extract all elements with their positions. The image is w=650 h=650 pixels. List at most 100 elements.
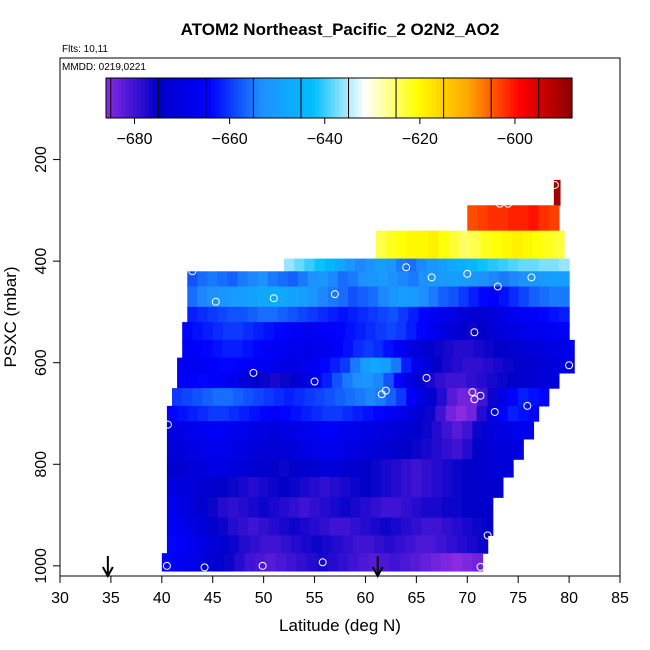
heatmap-cell — [380, 497, 392, 519]
heatmap-cell — [270, 405, 282, 422]
heatmap-cell — [297, 306, 309, 323]
heatmap-cell — [207, 357, 219, 374]
y-tick-label: 800 — [33, 451, 50, 478]
heatmap-cell — [452, 438, 463, 460]
heatmap-cell — [517, 405, 529, 422]
heatmap-cell — [378, 306, 389, 323]
heatmap-cell — [435, 535, 447, 554]
colorbar-segment — [405, 78, 410, 118]
heatmap-cell — [268, 459, 280, 478]
y-tick-label: 1000 — [33, 548, 50, 584]
heatmap-cell — [548, 372, 560, 389]
heatmap-cell — [353, 339, 364, 359]
heatmap-cell — [498, 271, 510, 288]
heatmap-cell — [207, 271, 219, 288]
heatmap-cell — [408, 286, 419, 308]
heatmap-cell — [309, 517, 321, 536]
heatmap-cell — [413, 339, 425, 359]
heatmap-cell — [370, 517, 382, 536]
heatmap-cell — [360, 476, 372, 498]
heatmap-cell — [511, 230, 523, 260]
heatmap-cell — [528, 322, 540, 341]
heatmap-cell — [421, 421, 433, 440]
heatmap-cell — [252, 339, 264, 359]
heatmap-cell — [528, 388, 540, 407]
heatmap-cell — [518, 205, 529, 232]
y-axis-title: PSXC (mbar) — [1, 266, 20, 367]
heatmap-cell — [544, 339, 555, 359]
heatmap-cell — [533, 339, 545, 359]
heatmap-cell — [321, 405, 333, 422]
heatmap-cell — [466, 535, 478, 554]
heatmap-cell — [253, 388, 265, 407]
sample-marker — [470, 395, 479, 404]
heatmap-cell — [237, 306, 249, 323]
heatmap-cell — [370, 497, 382, 519]
heatmap-cell — [538, 388, 550, 407]
heatmap-cell — [438, 230, 450, 260]
colorbar-segment — [137, 78, 142, 118]
heatmap-cell — [166, 476, 178, 498]
heatmap-cell — [370, 357, 382, 374]
colorbar-segment — [420, 78, 426, 118]
sample-marker — [476, 391, 485, 400]
heatmap-cell — [396, 388, 407, 407]
heatmap-cell — [278, 476, 290, 498]
heatmap-cell — [268, 497, 280, 519]
heatmap-cell — [410, 553, 422, 572]
heatmap-cell — [507, 405, 519, 422]
heatmap-cell — [390, 497, 402, 519]
heatmap-cell — [228, 421, 239, 440]
heatmap-cell — [248, 517, 260, 536]
chart-title: ATOM2 Northeast_Pacific_2 O2N2_AO2 — [181, 20, 500, 39]
heatmap-cell — [502, 357, 514, 374]
heatmap-cell — [207, 306, 219, 323]
heatmap-cell — [431, 421, 443, 440]
heatmap-cell — [311, 405, 323, 422]
heatmap-cell — [280, 405, 292, 422]
heatmap-cell — [457, 258, 468, 272]
heatmap-cell — [233, 388, 244, 407]
colorbar-segment — [370, 78, 375, 118]
heatmap-cell — [284, 258, 295, 272]
heatmap-cell — [348, 271, 359, 288]
heatmap-cell — [217, 476, 229, 498]
heatmap-cell — [234, 553, 246, 572]
heatmap-cell — [445, 372, 457, 389]
heatmap-cell — [360, 438, 372, 460]
heatmap-cell — [404, 405, 416, 422]
x-tick-label: 40 — [153, 590, 171, 607]
heatmap-cell — [497, 388, 509, 407]
heatmap-cell — [238, 517, 249, 536]
heatmap-cell — [289, 438, 300, 460]
colorbar-segment — [327, 78, 332, 118]
heatmap-cell — [299, 517, 311, 536]
heatmap-cell — [222, 388, 234, 407]
heatmap-cell — [466, 405, 478, 422]
heatmap-cell — [518, 306, 530, 323]
heatmap-cell — [249, 405, 261, 422]
heatmap-cell — [192, 322, 204, 341]
heatmap-cell — [273, 322, 285, 341]
colorbar-segment — [377, 78, 383, 118]
heatmap-cell — [459, 230, 471, 260]
heatmap-cell — [477, 205, 489, 232]
heatmap-cell — [457, 322, 468, 341]
heatmap-cell — [528, 286, 540, 308]
heatmap-cell — [319, 476, 331, 498]
heatmap-cell — [267, 306, 279, 323]
heatmap-cell — [343, 339, 354, 359]
x-tick-label: 30 — [51, 590, 69, 607]
heatmap-cell — [508, 205, 519, 232]
heatmap-cell — [427, 230, 440, 260]
heatmap-cell — [208, 405, 220, 422]
colorbar-segment — [525, 78, 530, 118]
heatmap-cell — [396, 258, 407, 272]
sample-marker — [427, 273, 436, 282]
heatmap-cell — [177, 357, 188, 374]
heatmap-cell — [385, 258, 397, 272]
heatmap-cell — [462, 357, 473, 374]
heatmap-cell — [508, 306, 520, 323]
heatmap-cell — [268, 476, 280, 498]
heatmap-cell — [299, 421, 311, 440]
